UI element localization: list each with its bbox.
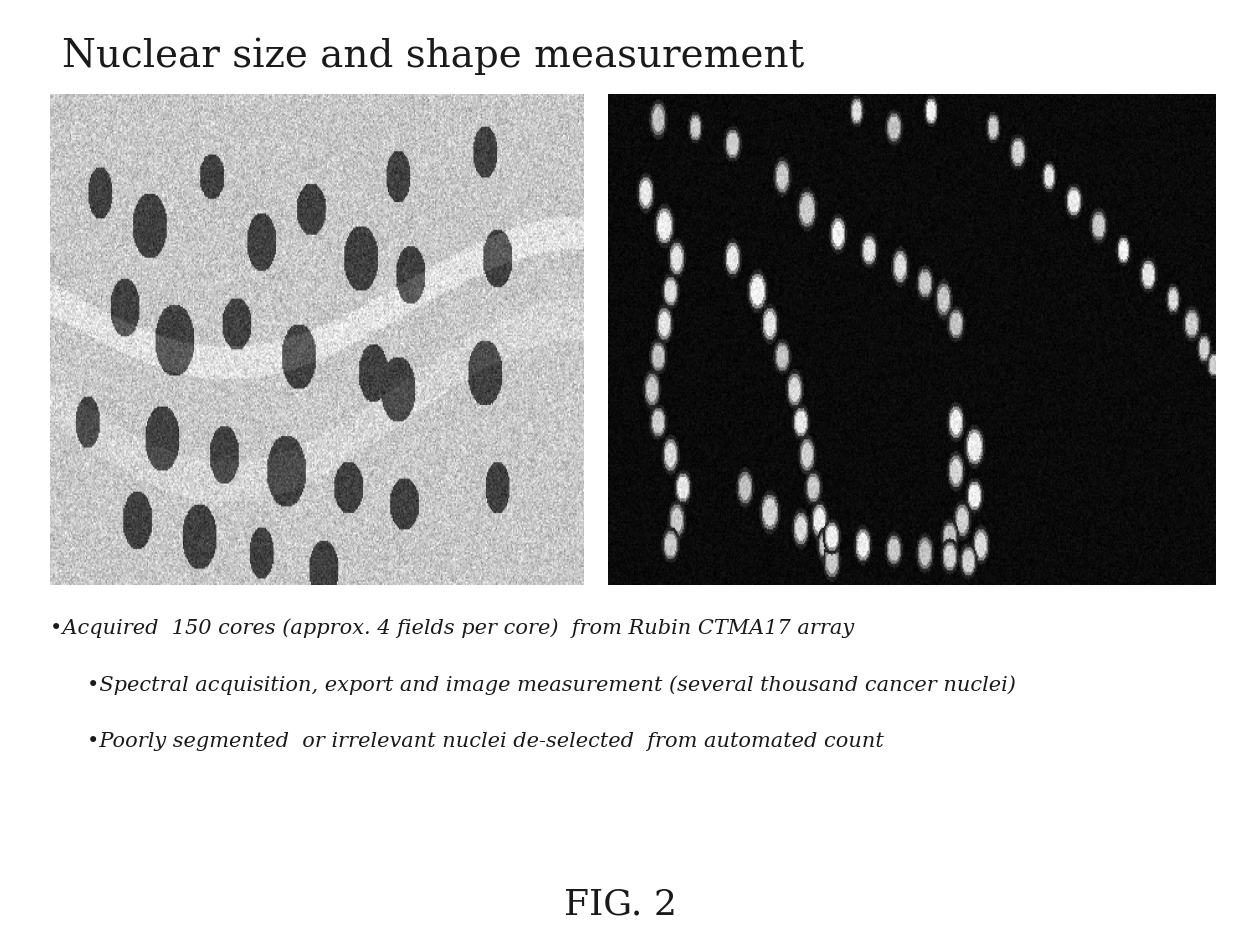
Text: •Acquired  150 cores (approx. 4 fields per core)  from Rubin CTMA17 array: •Acquired 150 cores (approx. 4 fields pe… — [50, 618, 853, 638]
Text: Nuclear size and shape measurement: Nuclear size and shape measurement — [62, 38, 805, 76]
Text: •Spectral acquisition, export and image measurement (several thousand cancer nuc: •Spectral acquisition, export and image … — [87, 675, 1016, 695]
Text: FIG. 2: FIG. 2 — [563, 887, 677, 921]
Text: •Poorly segmented  or irrelevant nuclei de-selected  from automated count: •Poorly segmented or irrelevant nuclei d… — [87, 732, 884, 750]
